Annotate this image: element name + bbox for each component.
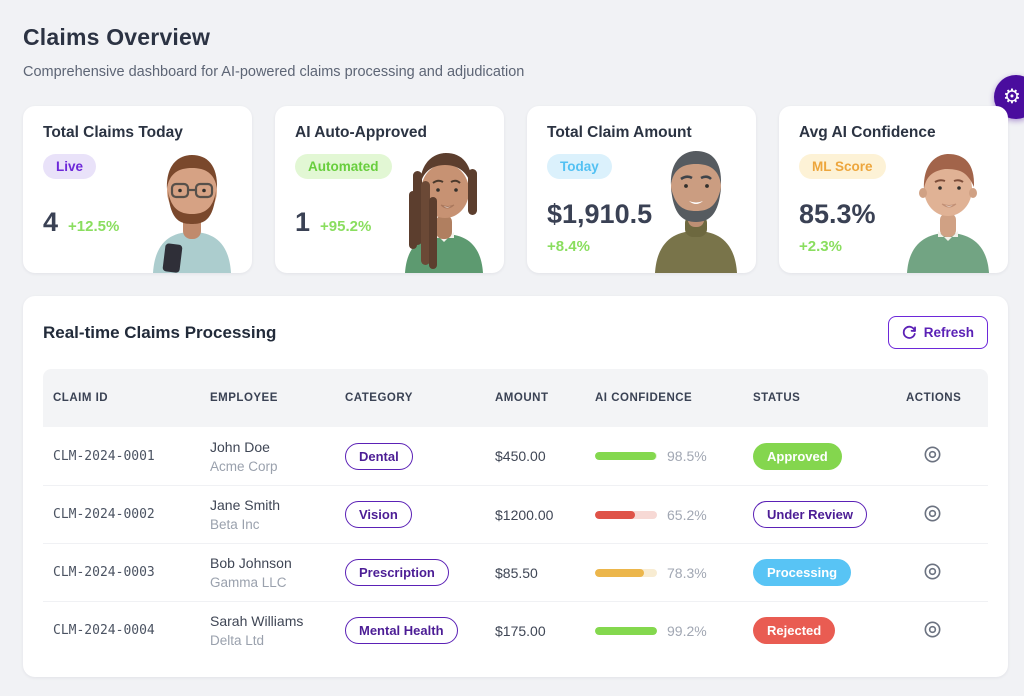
stat-card-auto-approved: AI Auto-Approved Automated 1 +95.2% — [275, 106, 504, 273]
employee-name: John Doe — [210, 438, 270, 455]
confidence-bar-fill — [595, 510, 636, 519]
view-claim-button[interactable] — [920, 501, 945, 526]
confidence-label: 98.5% — [667, 448, 707, 464]
confidence-cell: 65.2% — [595, 507, 753, 523]
confidence-label: 65.2% — [667, 506, 707, 523]
confidence-bar — [595, 510, 657, 519]
claim-id: CLM-2024-0003 — [53, 565, 155, 580]
col-actions: Actions — [906, 392, 962, 404]
stat-title: Total Claim Amount — [547, 124, 692, 141]
confidence-label: 99.2% — [667, 622, 707, 639]
eye-icon — [924, 446, 941, 463]
employee-name: Bob Johnson — [210, 555, 292, 571]
refresh-icon — [902, 325, 916, 339]
stat-title: AI Auto-Approved — [295, 124, 428, 141]
employee-company: Gamma LLC — [210, 575, 287, 590]
confidence-cell: 78.3% — [595, 565, 753, 581]
employee-company: Delta Ltd — [210, 633, 265, 648]
employee-name: Jane Smith — [210, 497, 281, 513]
avatar-man-beard-glasses — [153, 155, 231, 273]
employee-cell: Bob Johnson Gamma LLC — [210, 555, 345, 590]
refresh-button[interactable]: Refresh — [887, 316, 988, 349]
claim-amount: $175.00 — [495, 622, 546, 639]
stat-delta: +12.5% — [68, 218, 120, 235]
claims-table: Claim ID Employee Category Amount AI Con… — [43, 369, 988, 659]
eye-icon — [924, 563, 941, 579]
stat-value: 4 — [43, 207, 59, 237]
avatar-person-dreadlocks — [405, 153, 483, 273]
view-claim-button[interactable] — [920, 442, 945, 467]
confidence-bar-fill — [595, 568, 644, 577]
status-pill: Under Review — [753, 501, 867, 528]
claims-processing-panel: Real-time Claims Processing Refresh Clai… — [23, 296, 1008, 677]
employee-name: Sarah Williams — [210, 613, 304, 629]
confidence-cell: 98.5% — [595, 448, 753, 464]
claim-amount: $1200.00 — [495, 506, 554, 523]
status-pill: Processing — [753, 559, 852, 586]
stat-value: $1,910.5 — [547, 199, 653, 229]
stat-value: 1 — [295, 207, 311, 237]
avatar-man-gray-beard — [655, 151, 737, 273]
category-pill: Vision — [345, 501, 412, 528]
table-header-row: Claim ID Employee Category Amount AI Con… — [43, 369, 988, 427]
confidence-bar-fill — [595, 626, 657, 635]
page-subtitle: Comprehensive dashboard for AI-powered c… — [23, 64, 525, 80]
stat-title: Total Claims Today — [43, 124, 183, 141]
eye-icon — [924, 505, 941, 521]
stat-value: 85.3% — [799, 199, 876, 229]
view-claim-button[interactable] — [920, 617, 945, 642]
stat-title: Avg AI Confidence — [799, 124, 936, 141]
view-claim-button[interactable] — [920, 559, 945, 584]
col-status: Status — [753, 392, 801, 404]
employee-cell: Sarah Williams Delta Ltd — [210, 613, 345, 648]
table-row: CLM-2024-0002 Jane Smith Beta Inc Vision… — [43, 485, 988, 543]
confidence-bar — [595, 626, 657, 635]
avatar-man-brown-hair — [907, 154, 989, 273]
stat-card-total-claims: Total Claims Today Live 4 +12.5% — [23, 106, 252, 273]
claim-id: CLM-2024-0002 — [53, 507, 155, 522]
employee-company: Acme Corp — [210, 458, 278, 474]
employee-cell: Jane Smith Beta Inc — [210, 497, 345, 532]
status-badge: Today — [547, 154, 612, 179]
category-pill: Dental — [345, 442, 413, 470]
confidence-bar — [595, 568, 657, 577]
category-pill: Prescription — [345, 559, 449, 586]
confidence-cell: 99.2% — [595, 623, 753, 639]
claim-id: CLM-2024-0001 — [53, 448, 155, 464]
confidence-bar-fill — [595, 452, 657, 460]
confidence-bar — [595, 452, 657, 460]
stat-cards-row: Total Claims Today Live 4 +12.5% AI Au — [23, 106, 1008, 273]
claim-id: CLM-2024-0004 — [53, 623, 155, 638]
gear-icon: ⚙ — [1003, 86, 1021, 108]
status-badge: Automated — [295, 154, 392, 179]
col-ai-confidence: AI Confidence — [595, 392, 693, 404]
col-category: Category — [345, 392, 413, 404]
col-claim-id: Claim ID — [53, 392, 109, 404]
stat-delta: +2.3% — [799, 238, 842, 255]
status-pill: Rejected — [753, 617, 836, 644]
table-row: CLM-2024-0004 Sarah Williams Delta Ltd M… — [43, 601, 988, 659]
confidence-label: 78.3% — [667, 564, 707, 581]
col-amount: Amount — [495, 392, 549, 404]
table-row: CLM-2024-0001 John Doe Acme Corp Dental … — [43, 427, 988, 485]
employee-cell: John Doe Acme Corp — [210, 439, 345, 474]
eye-icon — [924, 621, 941, 637]
status-badge: ML Score — [799, 154, 886, 179]
col-employee: Employee — [210, 392, 278, 404]
table-row: CLM-2024-0003 Bob Johnson Gamma LLC Pres… — [43, 543, 988, 601]
page-title: Claims Overview — [23, 24, 211, 50]
claim-amount: $85.50 — [495, 564, 538, 581]
status-badge: Live — [43, 154, 97, 179]
status-pill: Approved — [753, 442, 842, 470]
refresh-label: Refresh — [923, 325, 974, 340]
panel-title: Real-time Claims Processing — [43, 322, 277, 342]
claim-amount: $450.00 — [495, 448, 546, 464]
stat-card-ai-confidence: Avg AI Confidence ML Score 85.3% +2.3% — [779, 106, 1008, 273]
stat-delta: +95.2% — [320, 218, 372, 235]
category-pill: Mental Health — [345, 617, 458, 644]
stat-delta: +8.4% — [547, 238, 590, 255]
employee-company: Beta Inc — [210, 517, 260, 532]
stat-card-claim-amount: Total Claim Amount Today $1,910.5 +8.4% — [527, 106, 756, 273]
